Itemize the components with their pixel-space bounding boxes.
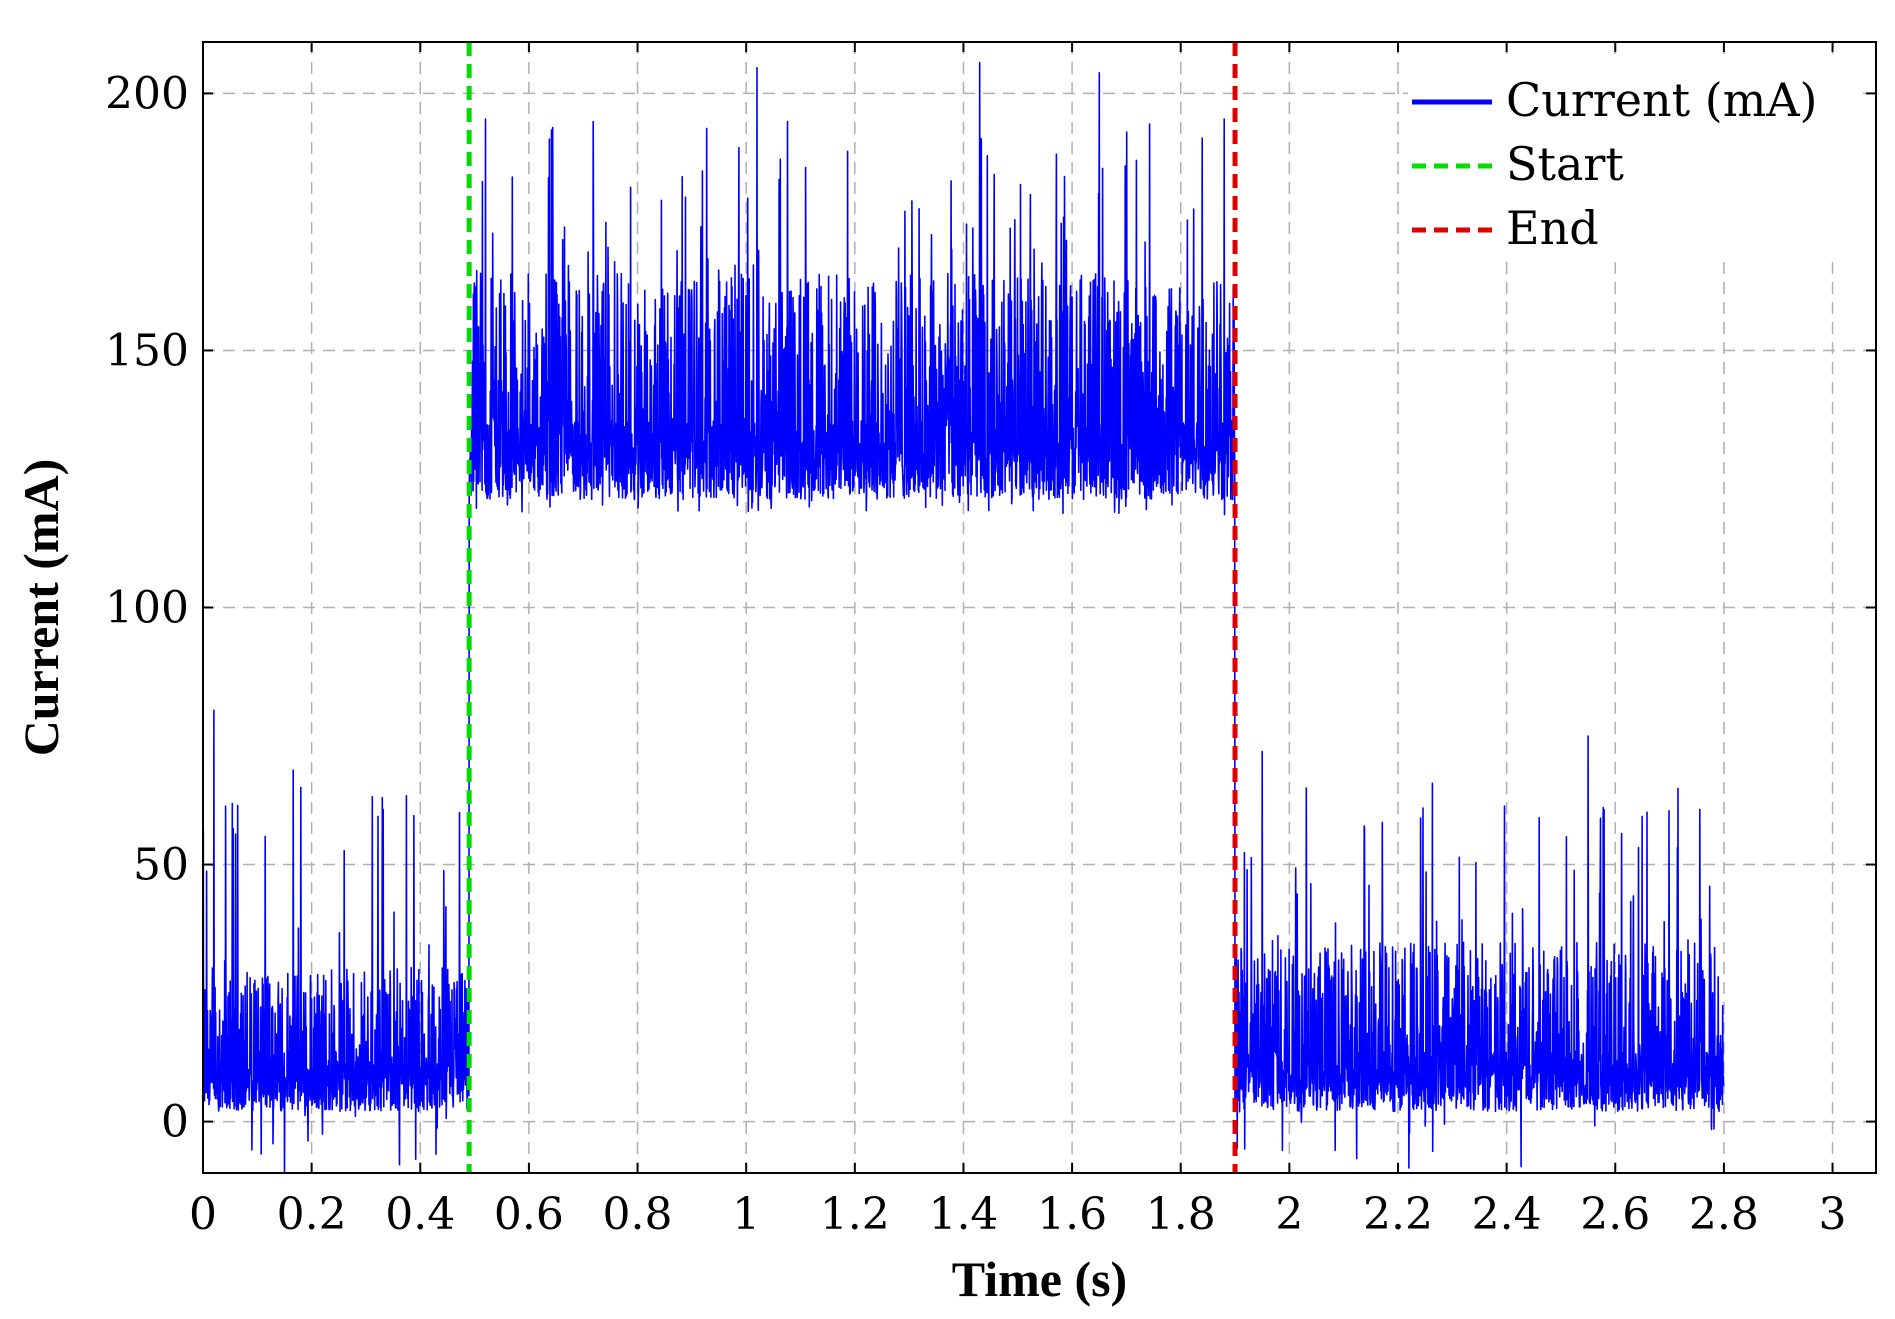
x-tick-label: 2.2 [1363, 1189, 1433, 1240]
legend: Current (mA) Start End [1408, 62, 1860, 262]
ticks-layer: 0 0.2 0.4 0.6 0.8 1 1.2 1.4 1.6 1.8 2 2.2 2.4 2.6 2.8 3… [105, 42, 1876, 1240]
x-tick-label: 1 [732, 1189, 760, 1240]
x-tick-label: 1.6 [1037, 1189, 1107, 1240]
y-tick-label: 0 [161, 1097, 189, 1148]
data-layer [202, 61, 1725, 1174]
y-tick-label: 200 [105, 68, 189, 119]
x-tick-label: 3 [1819, 1189, 1847, 1240]
x-tick-label: 0.2 [277, 1189, 347, 1240]
x-tick-label: 2 [1275, 1189, 1303, 1240]
x-tick-label: 1.2 [820, 1189, 890, 1240]
legend-label-current: Current (mA) [1506, 73, 1818, 127]
x-tick-label: 1.8 [1146, 1189, 1216, 1240]
y-tick-label: 150 [105, 325, 189, 376]
current-series-line [202, 61, 1725, 1174]
y-tick-label: 50 [133, 840, 189, 891]
x-tick-label: 0.4 [385, 1189, 455, 1240]
x-tick-label: 0 [189, 1189, 217, 1240]
x-tick-label: 0.6 [494, 1189, 564, 1240]
y-axis-title: Current (mA) [13, 459, 69, 757]
x-tick-label: 2.6 [1580, 1189, 1650, 1240]
marker-layer [466, 42, 1238, 1173]
legend-label-start: Start [1506, 137, 1624, 191]
legend-label-end: End [1506, 201, 1599, 255]
x-tick-label: 2.8 [1689, 1189, 1759, 1240]
x-axis-title: Time (s) [952, 1251, 1127, 1307]
x-tick-label: 0.8 [603, 1189, 673, 1240]
x-tick-label: 1.4 [928, 1189, 998, 1240]
y-tick-label: 100 [105, 583, 189, 634]
x-tick-label: 2.4 [1472, 1189, 1542, 1240]
